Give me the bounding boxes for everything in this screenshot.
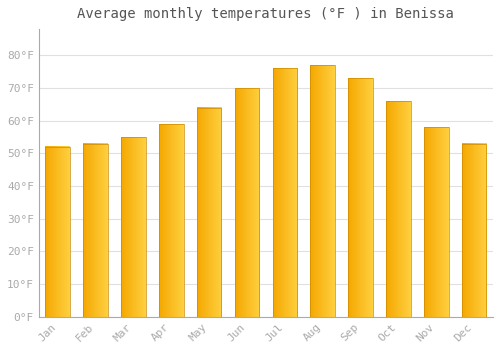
Title: Average monthly temperatures (°F ) in Benissa: Average monthly temperatures (°F ) in Be… (78, 7, 454, 21)
Bar (121, 137, 146, 317)
Bar (348, 78, 373, 317)
Bar (310, 65, 335, 317)
Bar (386, 101, 410, 317)
Bar (159, 124, 184, 317)
Bar (462, 144, 486, 317)
Bar (84, 144, 108, 317)
Bar (272, 68, 297, 317)
Bar (46, 147, 70, 317)
Bar (234, 88, 260, 317)
Bar (424, 127, 448, 317)
Bar (197, 107, 222, 317)
